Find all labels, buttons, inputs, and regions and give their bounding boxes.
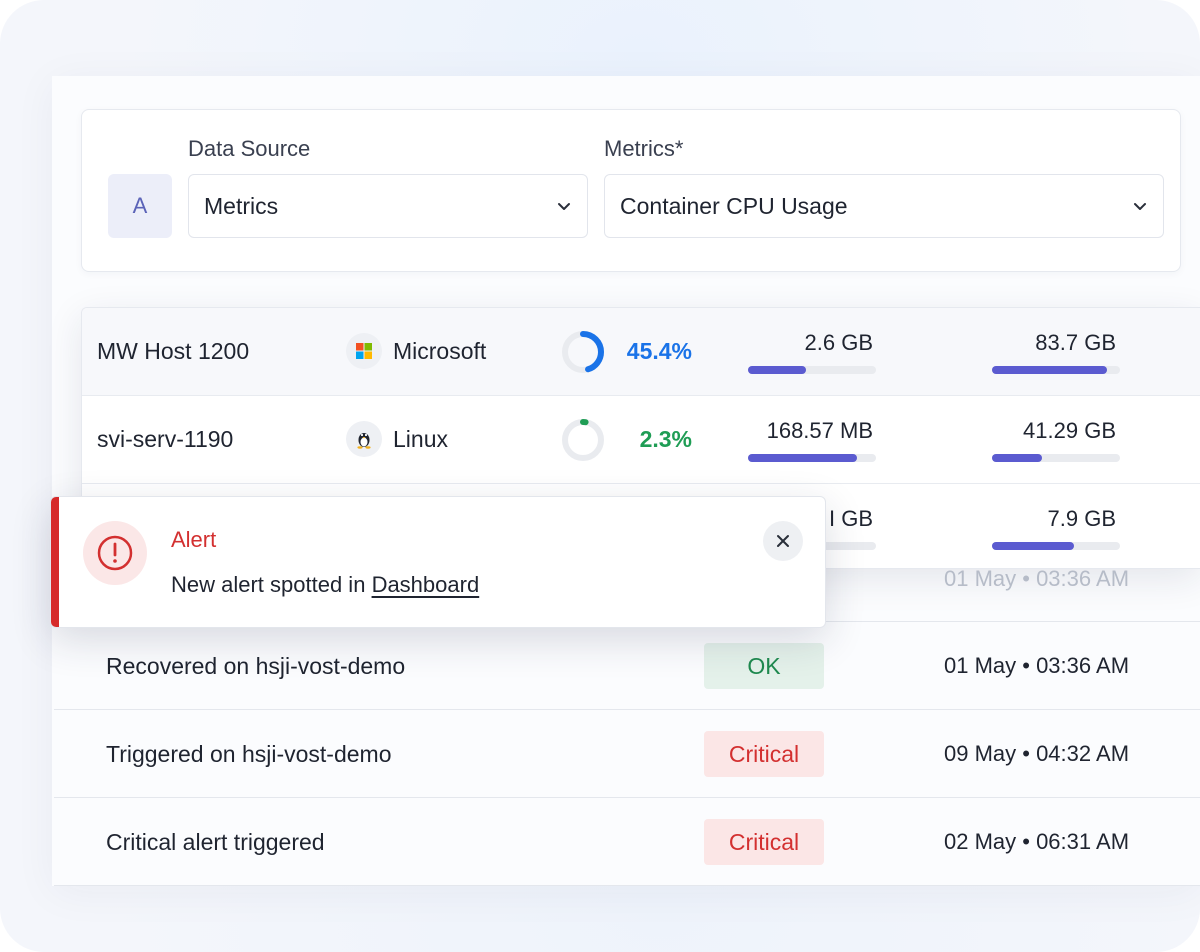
data-source-value: Metrics: [204, 192, 279, 219]
toast-message-text: New alert spotted in: [171, 572, 366, 597]
list-item[interactable]: Triggered on hsji-vost-demo Critical 09 …: [54, 710, 1200, 798]
alert-circle-icon: [83, 521, 147, 585]
memory-bar: [748, 366, 876, 374]
status-badge: Critical: [704, 731, 824, 777]
list-item[interactable]: Recovered on hsji-vost-demo OK 01 May • …: [54, 622, 1200, 710]
dashboard-link[interactable]: Dashboard: [371, 572, 480, 597]
memory-value: I GB: [828, 506, 873, 531]
table-row[interactable]: svi-serv-1190 Linux 2.3% 168.57 MB 41.29…: [82, 396, 1200, 484]
toast-title: Alert: [171, 527, 217, 552]
alert-title: Critical alert triggered: [106, 829, 325, 855]
hosts-table: MW Host 1200 Microsoft 45.4% 2.6 GB 83.7…: [81, 307, 1200, 569]
metrics-label: Metrics*: [604, 136, 684, 161]
alert-time: 01 May • 03:36 AM: [944, 653, 1130, 678]
host-name: MW Host 1200: [97, 338, 250, 364]
table-row[interactable]: MW Host 1200 Microsoft 45.4% 2.6 GB 83.7…: [82, 308, 1200, 396]
disk-bar: [992, 454, 1120, 462]
disk-bar-fill: [992, 366, 1108, 374]
status-badge: Critical: [704, 819, 824, 865]
cpu-donut: [562, 419, 604, 461]
alert-toast: Alert New alert spotted in Dashboard: [50, 496, 826, 628]
alert-time: 02 May • 06:31 AM: [944, 829, 1130, 854]
cpu-donut: [562, 331, 604, 373]
data-source-select[interactable]: Metrics: [188, 174, 588, 238]
cpu-percent: 45.4%: [626, 338, 692, 364]
status-badge: OK: [704, 643, 824, 689]
memory-bar: [748, 454, 876, 462]
os-name: Microsoft: [393, 338, 487, 364]
disk-value: 41.29 GB: [1023, 418, 1116, 443]
host-name: svi-serv-1190: [97, 426, 234, 452]
memory-value: 2.6 GB: [804, 330, 873, 355]
alert-time: 09 May • 04:32 AM: [944, 741, 1130, 766]
disk-value: 83.7 GB: [1035, 330, 1116, 355]
metrics-value: Container CPU Usage: [620, 192, 848, 219]
chevron-down-icon: [558, 203, 570, 210]
disk-bar-fill: [992, 542, 1074, 550]
windows-icon: [346, 333, 382, 369]
memory-value: 168.57 MB: [766, 418, 873, 443]
disk-bar: [992, 366, 1120, 374]
alert-time: 01 May • 03:36 AM: [944, 566, 1130, 591]
alert-title: Triggered on hsji-vost-demo: [106, 741, 392, 767]
toast-message: New alert spotted in Dashboard: [171, 572, 479, 598]
disk-bar-fill: [992, 454, 1042, 462]
metrics-select[interactable]: Container CPU Usage: [604, 174, 1164, 238]
toast-accent-stripe: [51, 497, 59, 627]
disk-value: 7.9 GB: [1047, 506, 1116, 531]
list-item[interactable]: Critical alert triggered Critical 02 May…: [54, 798, 1200, 886]
memory-bar-fill: [748, 366, 806, 374]
os-name: Linux: [393, 426, 448, 452]
alert-title: Recovered on hsji-vost-demo: [106, 653, 406, 679]
memory-bar-fill: [748, 454, 857, 462]
cpu-percent: 2.3%: [639, 426, 692, 452]
close-button[interactable]: [763, 521, 803, 561]
disk-bar: [992, 542, 1120, 550]
linux-icon: [346, 421, 382, 457]
query-badge[interactable]: A: [108, 174, 172, 238]
close-icon: [777, 535, 789, 547]
chevron-down-icon: [1134, 203, 1146, 210]
data-source-label: Data Source: [188, 136, 311, 161]
